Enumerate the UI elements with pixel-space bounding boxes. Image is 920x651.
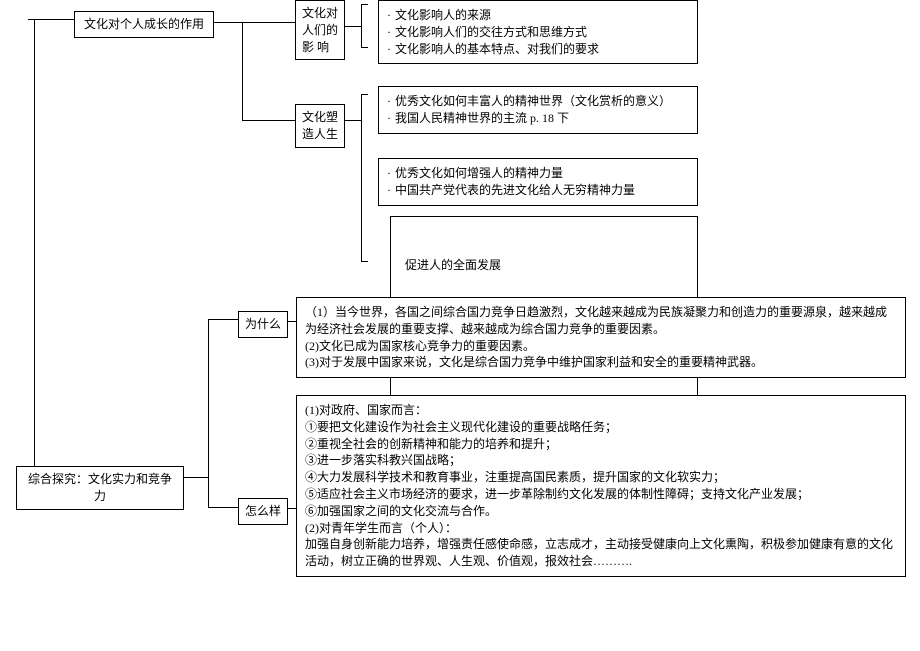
t2s2-l7: ⑥加强国家之间的文化交流与合作。 — [305, 503, 897, 520]
t1s2c1-i1: 优秀文化如何丰富人的精神世界（文化赏析的意义） — [387, 93, 689, 110]
t2s2-l3: ②重视全社会的创新精神和能力的培养和提升； — [305, 436, 897, 453]
t2-to-s1 — [208, 319, 238, 320]
t2s1-l1: （1）当今世界，各国之间综合国力竞争日趋激烈，文化越来越成为民族凝聚力和创造力的… — [305, 304, 897, 338]
t2s2-l8: (2)对青年学生而言（个人）： — [305, 520, 897, 537]
t1s1-l3: 影 响 — [302, 39, 338, 56]
t2-v1 — [208, 319, 209, 507]
t1-sub1-box: 文化对 人们的 影 响 — [295, 0, 345, 60]
t1s1-i3: 文化影响人的基本特点、对我们的要求 — [387, 41, 689, 58]
topic2-label: 综合探究：文化实力和竞争力 — [28, 472, 172, 503]
t1-sub2-box: 文化塑 造人生 — [295, 104, 345, 148]
brace-t1s2-mid — [345, 120, 361, 121]
t1s2c2-i2: 中国共产党代表的先进文化给人无穷精神力量 — [387, 182, 689, 199]
t2s2-l6: ⑤适应社会主义市场经济的要求，进一步革除制约文化发展的体制性障碍；支持文化产业发… — [305, 486, 897, 503]
t1s2-l1: 文化塑 — [302, 109, 338, 126]
t2s2-content: (1)对政府、国家而言： ①要把文化建设作为社会主义现代化建设的重要战略任务； … — [296, 395, 906, 577]
root-to-topic1 — [34, 19, 74, 20]
t1s1-i1: 文化影响人的来源 — [387, 7, 689, 24]
t2s1-conn — [288, 321, 296, 322]
brace-t1s1-mid — [345, 26, 361, 27]
topic1-label: 文化对个人成长的作用 — [84, 17, 204, 31]
t2s2-l9: 加强自身创新能力培养，增强责任感使命感，立志成才，主动接受健康向上文化熏陶，积极… — [305, 536, 897, 570]
t1s2-l2: 造人生 — [302, 126, 338, 143]
t2s1-content: （1）当今世界，各国之间综合国力竞争日趋激烈，文化越来越成为民族凝聚力和创造力的… — [296, 297, 906, 378]
t2s2-conn — [288, 508, 296, 509]
t1s1-i2: 文化影响人们的交往方式和思维方式 — [387, 24, 689, 41]
t1-to-sub1 — [242, 22, 295, 23]
t1s1-l1: 文化对 — [302, 5, 338, 22]
t1s1-content: 文化影响人的来源 文化影响人们的交往方式和思维方式 文化影响人的基本特点、对我们… — [378, 0, 698, 64]
t1s2c1-i2: 我国人民精神世界的主流 p. 18 下 — [387, 110, 689, 127]
t1s2-c1: 优秀文化如何丰富人的精神世界（文化赏析的意义） 我国人民精神世界的主流 p. 1… — [378, 86, 698, 134]
root-spine — [34, 19, 35, 474]
t2s2-label: 怎么样 — [245, 504, 281, 518]
t2s1-label: 为什么 — [245, 317, 281, 331]
t1-v1 — [242, 22, 243, 120]
t2s2-l4: ③进一步落实科教兴国战略； — [305, 452, 897, 469]
t1-to-sub2 — [242, 120, 295, 121]
t1s2-c2: 优秀文化如何增强人的精神力量 中国共产党代表的先进文化给人无穷精神力量 — [378, 158, 698, 206]
t1s2c2-i1: 优秀文化如何增强人的精神力量 — [387, 165, 689, 182]
brace-t1s2 — [361, 94, 362, 262]
t1-h1 — [214, 22, 242, 23]
brace-t1s1 — [361, 4, 362, 48]
t2-sub1-box: 为什么 — [238, 311, 288, 338]
t2s2-l2: ①要把文化建设作为社会主义现代化建设的重要战略任务； — [305, 419, 897, 436]
topic2-box: 综合探究：文化实力和竞争力 — [16, 466, 184, 510]
t2-to-s2 — [208, 507, 238, 508]
t2s1-l2: (2)文化已成为国家核心竞争力的重要因素。 — [305, 338, 897, 355]
t2s1-l3: (3)对于发展中国家来说，文化是综合国力竞争中维护国家利益和安全的重要精神武器。 — [305, 354, 897, 371]
topic1-box: 文化对个人成长的作用 — [74, 11, 214, 38]
t2-h1 — [184, 477, 208, 478]
t2s2-l1: (1)对政府、国家而言： — [305, 402, 897, 419]
t1s1-l2: 人们的 — [302, 22, 338, 39]
t2-sub2-box: 怎么样 — [238, 498, 288, 525]
t2s2-l5: ④大力发展科学技术和教育事业，注重提高国民素质，提升国家的文化软实力； — [305, 469, 897, 486]
t1s2c3-l1: 促进人的全面发展 — [399, 257, 689, 274]
